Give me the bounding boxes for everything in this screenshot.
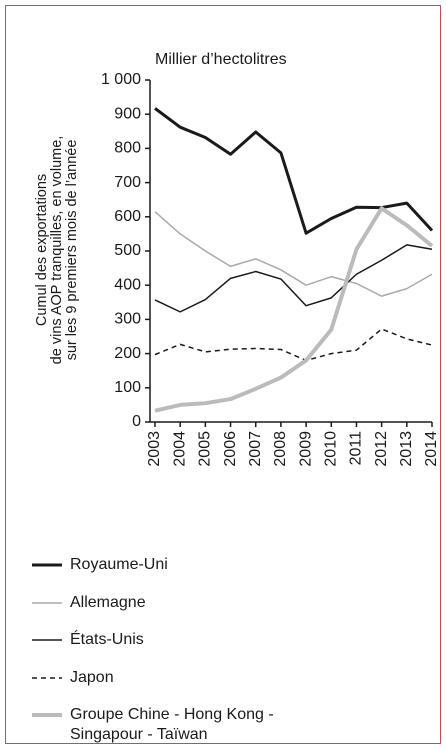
x-tick-label: 2009 [297, 431, 314, 467]
chart-title: Millier d’hectolitres [155, 51, 287, 68]
y-axis-label: de vins AOP tranquilles, en volume, [49, 136, 65, 365]
line-series [154, 206, 434, 413]
legend-label: Japon [70, 669, 114, 686]
x-tick-label: 2014 [423, 431, 440, 467]
y-tick-label: 700 [114, 174, 141, 191]
x-tick-label: 2006 [222, 431, 239, 467]
y-tick-label: 1 000 [101, 71, 141, 88]
y-tick-label: 800 [114, 140, 141, 157]
y-tick-label: 200 [114, 345, 141, 362]
frame [5, 5, 441, 744]
legend-label: Royaume-Uni [70, 556, 168, 573]
x-tick-label: 2003 [146, 431, 163, 467]
x-tick-label: 2007 [247, 431, 264, 467]
legend-label: Groupe Chine - Hong Kong - Singapour - T… [70, 706, 274, 743]
y-axis-label: Cumul des exportations [34, 174, 50, 326]
y-tick-label: 500 [114, 242, 141, 259]
line-series [154, 328, 433, 362]
line-series [154, 107, 434, 235]
x-tick-label: 2012 [373, 431, 390, 467]
x-tick-label: 2004 [171, 431, 188, 467]
y-tick-label: 900 [114, 105, 141, 122]
legend-label: Allemagne [70, 594, 146, 611]
y-tick-label: 300 [114, 311, 141, 328]
y-tick-label: 100 [114, 379, 141, 396]
x-tick-label: 2010 [322, 431, 339, 467]
x-tick-label: 2011 [348, 431, 365, 466]
x-tick-label: 2005 [197, 431, 214, 467]
line-series [154, 211, 433, 297]
line-series [154, 244, 433, 313]
y-axis-label: sur les 9 premiers mois de l’année [64, 140, 80, 361]
y-tick-label: 600 [114, 208, 141, 225]
legend-label: États-Unis [70, 631, 144, 648]
y-tick-label: 400 [114, 276, 141, 293]
x-tick-label: 2013 [398, 431, 415, 467]
y-tick-label: 0 [132, 413, 141, 430]
x-tick-label: 2008 [272, 431, 289, 467]
